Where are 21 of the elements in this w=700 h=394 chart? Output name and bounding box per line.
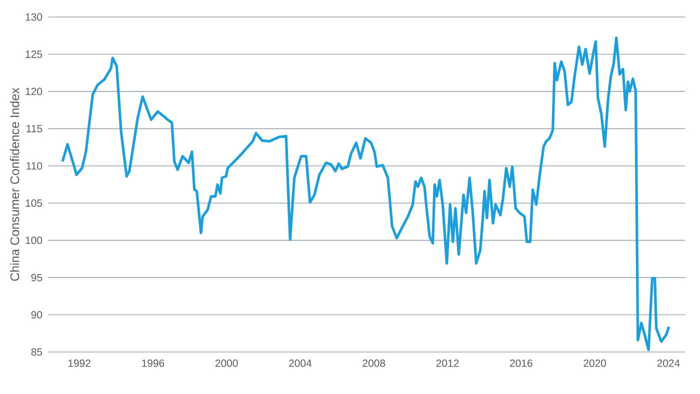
x-tick-label: 2012 [436, 360, 459, 367]
x-tick-label: 1996 [142, 360, 164, 367]
y-tick-label: 110 [26, 162, 42, 170]
y-tick-label: 120 [26, 88, 42, 96]
y-tick-label: 130 [26, 13, 42, 21]
line-series [61, 36, 670, 352]
x-tick-label: 2016 [510, 360, 532, 367]
x-tick-label: 2000 [215, 360, 238, 367]
x-tick-label: 2024 [657, 360, 680, 367]
y-tick-label: 90 [31, 311, 42, 318]
y-tick-label: 95 [31, 274, 42, 282]
x-tick-label: 2020 [584, 360, 606, 367]
y-tick-label: 85 [31, 348, 42, 356]
y-tick-label: 125 [26, 50, 42, 58]
y-axis-title: China Consumer Confidence Index [10, 88, 20, 281]
x-tick-label: 1992 [68, 360, 90, 367]
x-tick-label: 2008 [362, 360, 386, 367]
y-tick-label: 105 [26, 199, 42, 207]
x-tick-label: 2004 [289, 360, 312, 367]
y-tick-label: 115 [26, 125, 42, 132]
y-tick-label: 100 [26, 236, 42, 244]
